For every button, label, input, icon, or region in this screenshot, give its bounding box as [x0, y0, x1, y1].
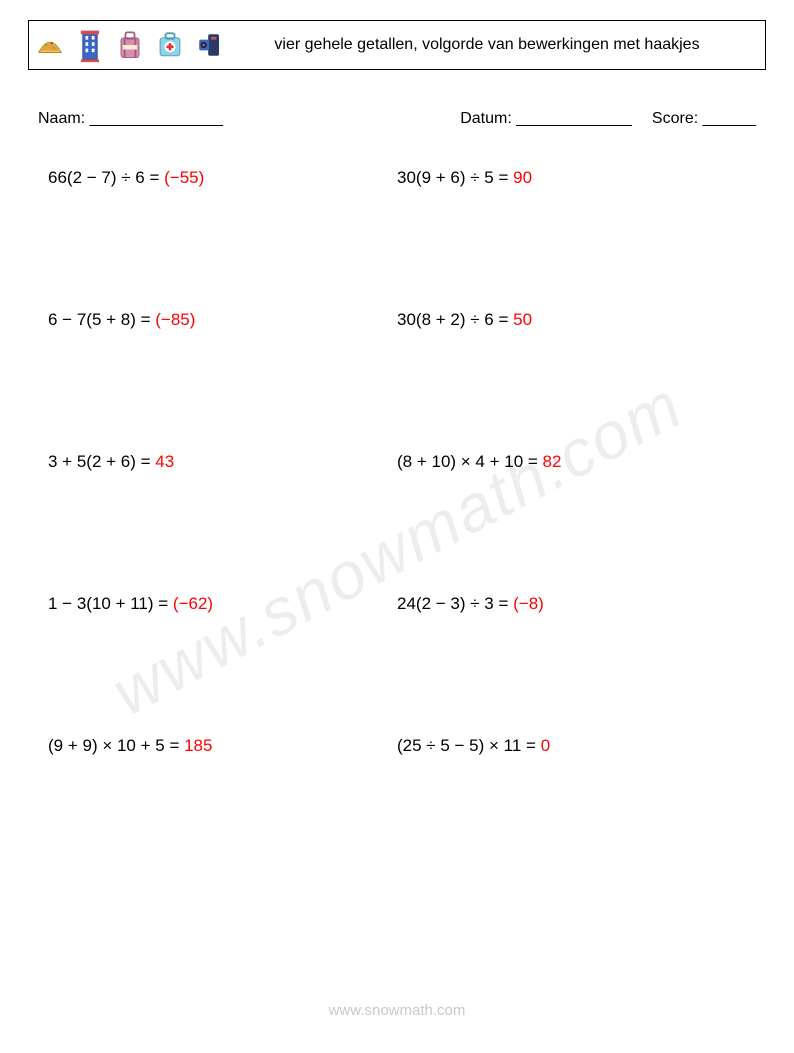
- score-field: Score: ______: [652, 110, 756, 128]
- answer: 90: [513, 168, 532, 187]
- icon-row: [35, 27, 225, 63]
- expression: (25 ÷ 5 − 5) × 11 =: [397, 736, 541, 755]
- worksheet-title: vier gehele getallen, volgorde van bewer…: [225, 35, 759, 55]
- date-field: Datum: _____________: [460, 110, 632, 128]
- answer: (−8): [513, 594, 544, 613]
- problem-cell: 30(8 + 2) ÷ 6 = 50: [397, 310, 746, 330]
- answer: (−85): [155, 310, 195, 329]
- answer: (−62): [173, 594, 213, 613]
- answer: 50: [513, 310, 532, 329]
- problem-row: 66(2 − 7) ÷ 6 = (−55) 30(9 + 6) ÷ 5 = 90: [48, 168, 746, 188]
- firstaid-icon: [155, 27, 185, 63]
- problem-cell: (8 + 10) × 4 + 10 = 82: [397, 452, 746, 472]
- expression: 3 + 5(2 + 6) =: [48, 452, 155, 471]
- expression: 24(2 − 3) ÷ 3 =: [397, 594, 513, 613]
- problem-row: (9 + 9) × 10 + 5 = 185 (25 ÷ 5 − 5) × 11…: [48, 736, 746, 756]
- worksheet-page: vier gehele getallen, volgorde van bewer…: [0, 0, 794, 756]
- building-icon: [75, 27, 105, 63]
- problem-row: 3 + 5(2 + 6) = 43 (8 + 10) × 4 + 10 = 82: [48, 452, 746, 472]
- expression: 30(8 + 2) ÷ 6 =: [397, 310, 513, 329]
- problem-cell: 66(2 − 7) ÷ 6 = (−55): [48, 168, 397, 188]
- name-field: Naam: _______________: [38, 110, 223, 128]
- taco-icon: [35, 27, 65, 63]
- problem-cell: 24(2 − 3) ÷ 3 = (−8): [397, 594, 746, 614]
- answer: 82: [543, 452, 562, 471]
- expression: 1 − 3(10 + 11) =: [48, 594, 173, 613]
- expression: 30(9 + 6) ÷ 5 =: [397, 168, 513, 187]
- expression: 6 − 7(5 + 8) =: [48, 310, 155, 329]
- problem-row: 1 − 3(10 + 11) = (−62) 24(2 − 3) ÷ 3 = (…: [48, 594, 746, 614]
- expression: (9 + 9) × 10 + 5 =: [48, 736, 184, 755]
- problem-cell: (9 + 9) × 10 + 5 = 185: [48, 736, 397, 756]
- answer: (−55): [164, 168, 204, 187]
- meta-right: Datum: _____________ Score: ______: [460, 110, 756, 128]
- footer-url: www.snowmath.com: [0, 1002, 794, 1019]
- problem-cell: 3 + 5(2 + 6) = 43: [48, 452, 397, 472]
- problem-cell: 6 − 7(5 + 8) = (−85): [48, 310, 397, 330]
- answer: 185: [184, 736, 212, 755]
- expression: 66(2 − 7) ÷ 6 =: [48, 168, 164, 187]
- expression: (8 + 10) × 4 + 10 =: [397, 452, 543, 471]
- suitcase-icon: [115, 27, 145, 63]
- problem-cell: 30(9 + 6) ÷ 5 = 90: [397, 168, 746, 188]
- answer: 0: [541, 736, 550, 755]
- camera-icon: [195, 27, 225, 63]
- problems-grid: 66(2 − 7) ÷ 6 = (−55) 30(9 + 6) ÷ 5 = 90…: [48, 168, 746, 756]
- problem-row: 6 − 7(5 + 8) = (−85) 30(8 + 2) ÷ 6 = 50: [48, 310, 746, 330]
- meta-row: Naam: _______________ Datum: ___________…: [38, 110, 756, 128]
- problem-cell: 1 − 3(10 + 11) = (−62): [48, 594, 397, 614]
- header-bar: vier gehele getallen, volgorde van bewer…: [28, 20, 766, 70]
- problem-cell: (25 ÷ 5 − 5) × 11 = 0: [397, 736, 746, 756]
- answer: 43: [155, 452, 174, 471]
